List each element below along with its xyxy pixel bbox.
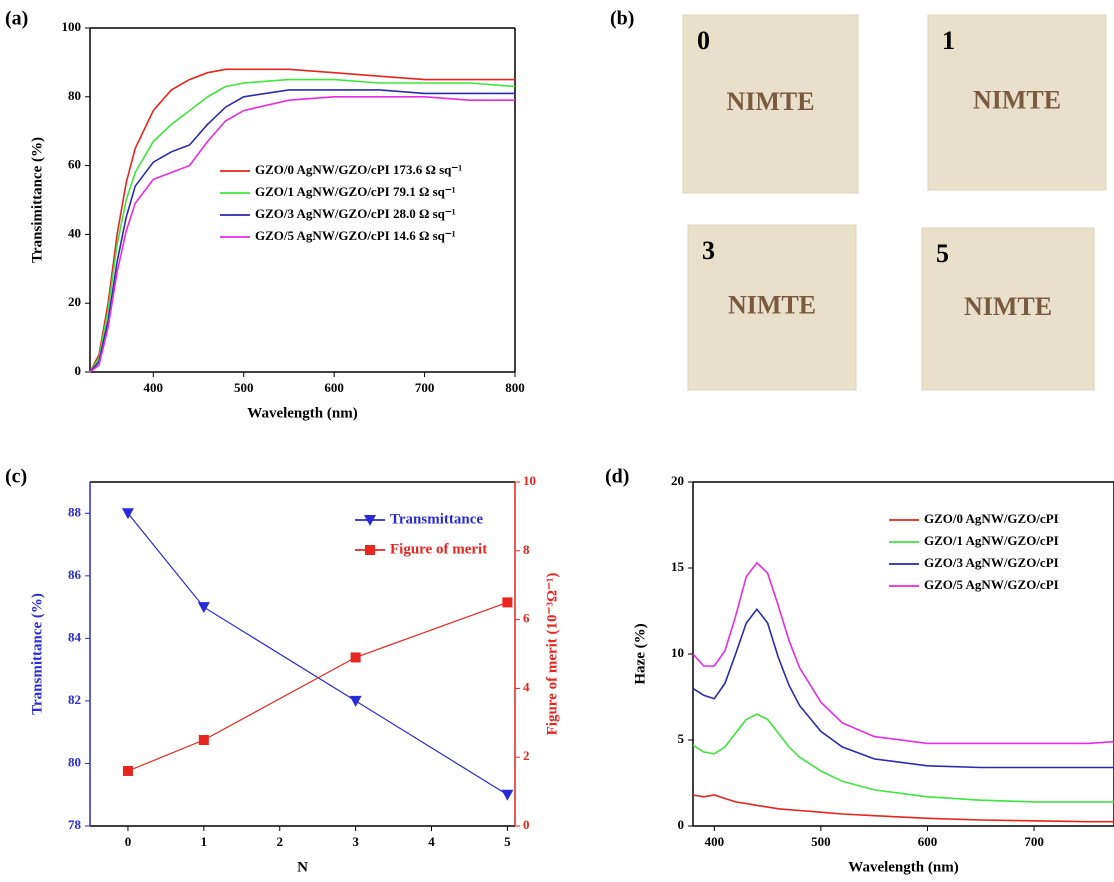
marker (502, 597, 513, 608)
legend-marker (364, 515, 376, 526)
marker (350, 652, 361, 663)
y2-tick-label: 8 (523, 542, 530, 557)
legend-label: GZO/1 AgNW/GZO/cPI 79.1 Ω sq⁻¹ (255, 184, 456, 199)
legend-label: GZO/1 AgNW/GZO/cPI (924, 533, 1059, 548)
photo: 0 NIMTE (682, 14, 859, 194)
x-tick-label: 400 (705, 834, 725, 849)
photo-text: NIMTE (726, 87, 814, 116)
y-tick-label: 40 (68, 225, 81, 240)
panel-label: (c) (5, 466, 27, 488)
x-tick-label: 0 (125, 834, 132, 849)
y-tick-label: 20 (68, 294, 81, 309)
y-tick-label: 86 (68, 567, 82, 582)
photo-sample (682, 14, 859, 194)
y-tick-label: 78 (68, 817, 82, 832)
y2-tick-label: 10 (523, 473, 536, 488)
photo-text: NIMTE (964, 292, 1052, 321)
y-axis-label: Transimittance (%) (29, 137, 45, 263)
y2-tick-label: 0 (523, 817, 530, 832)
series-line (89, 89, 515, 373)
photo-sample (921, 227, 1095, 391)
photo-number: 5 (936, 239, 949, 268)
series-line (692, 794, 1114, 823)
marker (501, 789, 514, 801)
y2-tick-label: 2 (523, 748, 530, 763)
legend-label: Figure of merit (390, 541, 487, 557)
marker (197, 602, 210, 614)
photo-text: NIMTE (728, 290, 816, 319)
x-tick-label: 2 (276, 834, 283, 849)
panel-label: (a) (5, 8, 28, 30)
x-tick-label: 1 (201, 834, 208, 849)
legend-label: GZO/0 AgNW/GZO/cPI (924, 511, 1059, 526)
x-tick-label: 600 (918, 834, 938, 849)
photo: 3 NIMTE (687, 224, 857, 391)
legend-label: GZO/0 AgNW/GZO/cPI 173.6 Ω sq⁻¹ (255, 162, 462, 177)
y2-tick-label: 4 (523, 679, 530, 694)
legend-label: GZO/5 AgNW/GZO/cPI (924, 577, 1059, 592)
panel-label: (b) (610, 8, 634, 30)
photo-number: 0 (697, 26, 710, 55)
photo: 1 NIMTE (927, 14, 1107, 191)
x-tick-label: 800 (505, 380, 525, 395)
y-tick-label: 10 (671, 645, 684, 660)
y-tick-label: 60 (68, 157, 81, 172)
legend-label: GZO/5 AgNW/GZO/cPI 14.6 Ω sq⁻¹ (255, 228, 456, 243)
x-tick-label: 500 (811, 834, 831, 849)
legend-label: Transmittance (390, 511, 483, 527)
x-axis-label: Wavelength (nm) (848, 859, 958, 875)
y-tick-label: 20 (671, 473, 684, 488)
panel-label: (d) (605, 466, 629, 488)
legend-marker (365, 545, 375, 555)
x-axis-label: N (297, 859, 308, 875)
series-line (89, 96, 515, 373)
x-axis-label: Wavelength (nm) (247, 405, 357, 421)
x-tick-label: 700 (1024, 834, 1044, 849)
y-tick-label: 15 (671, 559, 685, 574)
legend-label: GZO/3 AgNW/GZO/cPI 28.0 Ω sq⁻¹ (255, 206, 456, 221)
y-tick-label: 0 (678, 817, 685, 832)
x-tick-label: 3 (352, 834, 359, 849)
photo-sample (927, 14, 1107, 191)
y-tick-label: 5 (678, 731, 685, 746)
y-tick-label: 84 (68, 629, 82, 644)
series-line (89, 78, 516, 373)
series-line (692, 713, 1114, 803)
y2-tick-label: 6 (523, 611, 530, 626)
series-line (89, 68, 515, 373)
legend-label: GZO/3 AgNW/GZO/cPI (924, 555, 1059, 570)
series-line (692, 561, 1114, 745)
x-tick-label: 500 (234, 380, 254, 395)
marker (121, 508, 134, 520)
y-axis-label: Haze (%) (632, 623, 648, 684)
series-line (692, 607, 1114, 769)
y-axis-label: Transmittance (%) (29, 593, 45, 715)
marker (349, 695, 362, 707)
y-tick-label: 80 (68, 88, 81, 103)
marker (198, 735, 209, 745)
x-tick-label: 5 (504, 834, 511, 849)
series-line (127, 601, 508, 772)
x-tick-label: 4 (428, 834, 435, 849)
y-tick-label: 100 (62, 19, 82, 34)
x-tick-label: 700 (415, 380, 435, 395)
photo-number: 1 (942, 26, 955, 55)
photo-sample (687, 224, 857, 391)
photo-text: NIMTE (973, 85, 1061, 114)
marker (122, 765, 133, 776)
y-tick-label: 80 (68, 754, 81, 769)
y-tick-label: 0 (75, 363, 82, 378)
x-tick-label: 600 (324, 380, 344, 395)
photo-number: 3 (702, 236, 715, 265)
y-tick-label: 88 (68, 504, 82, 519)
y2-axis-label: Figure of merit (10⁻³Ω⁻¹) (544, 573, 560, 736)
series-line (127, 512, 508, 796)
y-tick-label: 82 (68, 692, 81, 707)
x-tick-label: 400 (144, 380, 164, 395)
photo: 5 NIMTE (921, 227, 1095, 391)
